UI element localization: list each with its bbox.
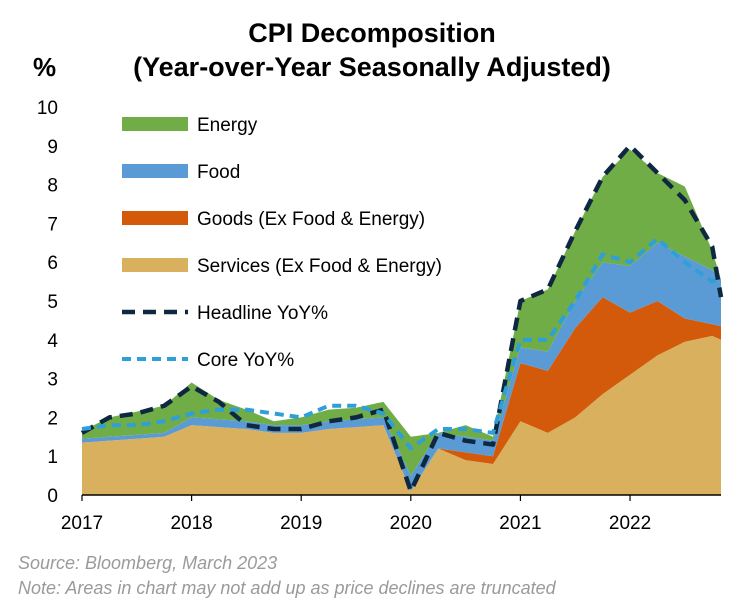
x-tick-label: 2019: [280, 513, 322, 534]
legend-label: Goods (Ex Food & Energy): [197, 209, 425, 230]
line-core-yoy: [81, 236, 722, 451]
legend-swatch: [122, 164, 188, 178]
legend-swatch: [122, 211, 188, 225]
chart-title: CPI Decomposition (Year-over-Year Season…: [0, 16, 744, 84]
y-tick-label: 1: [47, 447, 58, 468]
legend-item-food: Food: [122, 162, 240, 183]
line-series: [80, 143, 724, 494]
x-tick-label: 2022: [609, 513, 651, 534]
legend-item-core-yoy: Core YoY%: [122, 350, 294, 371]
y-tick-label: 7: [47, 214, 58, 235]
y-tick-label: 10: [37, 98, 58, 119]
stacked-areas: [82, 149, 721, 495]
chart-title-line-2: (Year-over-Year Seasonally Adjusted): [133, 52, 611, 82]
area-services-ex-food-energy: [82, 335, 721, 495]
y-tick-label: 0: [47, 486, 58, 507]
legend-label: Food: [197, 162, 240, 183]
x-tick-label: 2020: [390, 513, 432, 534]
x-tick-label: 2018: [170, 513, 212, 534]
y-tick-label: 6: [47, 253, 58, 274]
cpi-decomposition-chart: 0 1 2 3 4 5 6 7 8 9 10 2017 2018 2019 2020 2021 2022 Ene…: [37, 98, 724, 534]
area-energy: [82, 149, 721, 476]
axes: 0 1 2 3 4 5 6 7 8 9 10 2017 2018 2019 2020 2021 2022: [37, 98, 721, 534]
legend-label: Headline YoY%: [197, 303, 328, 324]
x-tick-label: 2021: [499, 513, 541, 534]
y-axis-unit-label: %: [33, 52, 57, 82]
legend-item-headline-yoy: Headline YoY%: [122, 303, 328, 324]
legend-swatch: [122, 258, 188, 272]
legend-item-goods-ex-food-energy: Goods (Ex Food & Energy): [122, 209, 425, 230]
legend-swatch: [122, 117, 188, 131]
y-tick-label: 2: [47, 408, 58, 429]
x-tick-label: 2017: [61, 513, 103, 534]
truncation-note: Note: Areas in chart may not add up as p…: [18, 578, 556, 598]
legend-label: Energy: [197, 115, 258, 136]
legend-label: Services (Ex Food & Energy): [197, 256, 442, 277]
area-goods-ex-food-energy: [82, 297, 721, 492]
legend-label: Core YoY%: [197, 350, 294, 371]
y-tick-label: 8: [47, 176, 58, 197]
y-tick-label: 5: [47, 292, 58, 313]
area-food: [82, 242, 721, 492]
y-tick-label: 3: [47, 370, 58, 391]
chart-title-line-1: CPI Decomposition: [248, 18, 496, 48]
source-note: Source: Bloomberg, March 2023: [18, 553, 278, 573]
y-tick-label: 4: [47, 331, 58, 352]
legend-item-services-ex-food-energy: Services (Ex Food & Energy): [122, 256, 442, 277]
y-tick-label: 9: [47, 137, 58, 158]
legend-item-energy: Energy: [122, 115, 258, 136]
legend: Energy Food Goods (Ex Food & Energy) Servic…: [122, 115, 442, 371]
